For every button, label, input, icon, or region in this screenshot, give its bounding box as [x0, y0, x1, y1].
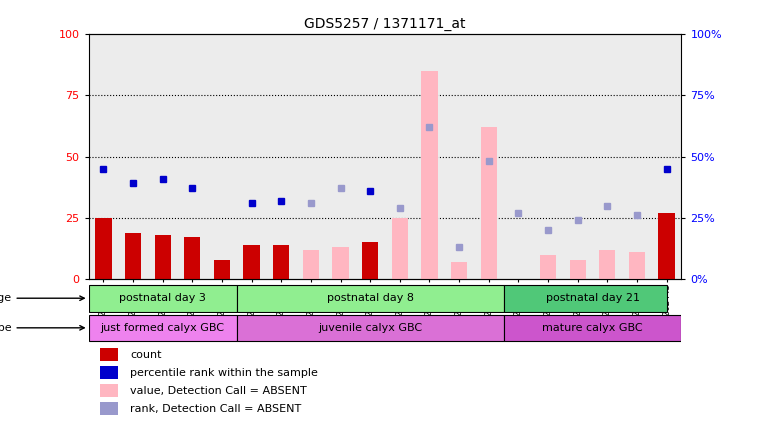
Text: just formed calyx GBC: just formed calyx GBC: [101, 323, 225, 333]
Bar: [333, 247, 349, 279]
Text: mature calyx GBC: mature calyx GBC: [542, 323, 643, 333]
Bar: [89, 285, 237, 311]
Bar: [504, 34, 534, 279]
Bar: [451, 262, 467, 279]
Bar: [237, 315, 504, 341]
Bar: [100, 384, 119, 397]
Text: percentile rank within the sample: percentile rank within the sample: [130, 368, 318, 378]
Bar: [540, 255, 556, 279]
Bar: [184, 237, 200, 279]
Text: cell type: cell type: [0, 323, 84, 333]
Bar: [89, 34, 119, 279]
Bar: [356, 34, 385, 279]
Text: value, Detection Call = ABSENT: value, Detection Call = ABSENT: [130, 386, 306, 396]
Bar: [658, 213, 675, 279]
Bar: [273, 245, 290, 279]
Bar: [214, 260, 230, 279]
Text: juvenile calyx GBC: juvenile calyx GBC: [318, 323, 422, 333]
Bar: [622, 34, 651, 279]
Bar: [385, 34, 415, 279]
Text: development stage: development stage: [0, 293, 84, 303]
Bar: [629, 252, 645, 279]
Bar: [415, 34, 444, 279]
Bar: [570, 260, 586, 279]
Bar: [480, 127, 497, 279]
Bar: [243, 245, 259, 279]
Bar: [474, 34, 504, 279]
Text: postnatal day 3: postnatal day 3: [119, 293, 206, 303]
Bar: [593, 34, 622, 279]
Text: rank, Detection Call = ABSENT: rank, Detection Call = ABSENT: [130, 404, 301, 414]
Title: GDS5257 / 1371171_at: GDS5257 / 1371171_at: [304, 17, 466, 31]
Bar: [504, 285, 667, 311]
Text: postnatal day 8: postnatal day 8: [326, 293, 413, 303]
Bar: [563, 34, 593, 279]
Bar: [266, 34, 296, 279]
Text: postnatal day 21: postnatal day 21: [545, 293, 640, 303]
Bar: [651, 34, 681, 279]
Bar: [421, 71, 437, 279]
Bar: [155, 235, 171, 279]
Bar: [504, 315, 681, 341]
Bar: [296, 34, 326, 279]
Bar: [125, 233, 141, 279]
Bar: [599, 250, 615, 279]
Bar: [362, 242, 378, 279]
Bar: [95, 218, 112, 279]
Bar: [326, 34, 356, 279]
Bar: [444, 34, 474, 279]
Bar: [237, 285, 504, 311]
Bar: [100, 348, 119, 361]
Bar: [177, 34, 207, 279]
Bar: [303, 250, 319, 279]
Bar: [392, 218, 408, 279]
Bar: [237, 34, 266, 279]
Bar: [534, 34, 563, 279]
Bar: [100, 366, 119, 379]
Bar: [207, 34, 237, 279]
Text: count: count: [130, 350, 162, 360]
Bar: [119, 34, 148, 279]
Bar: [89, 315, 237, 341]
Bar: [148, 34, 177, 279]
Bar: [100, 402, 119, 415]
